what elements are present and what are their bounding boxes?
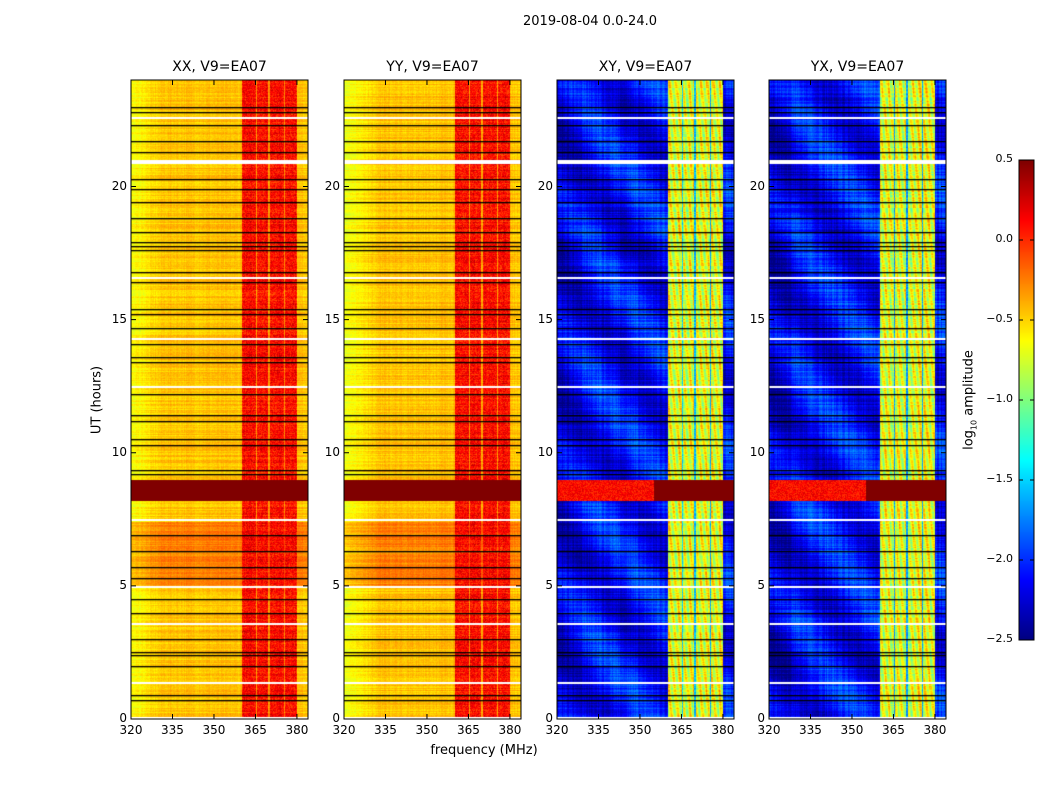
colorbar-tick-label: −2.0 <box>986 552 1013 565</box>
axes-frame <box>343 79 522 720</box>
colorbar-tick-label: −1.5 <box>986 472 1013 485</box>
x-tick-label: 365 <box>670 723 693 737</box>
heatmap-yy <box>344 80 521 719</box>
colorbar-tick-label: −1.0 <box>986 392 1013 405</box>
x-tick-label: 320 <box>757 723 781 737</box>
colorbar-tick-label: 0.0 <box>995 232 1014 245</box>
y-tick-label: 5 <box>119 577 127 592</box>
suptitle: 2019-08-04 0.0-24.0 <box>523 14 657 29</box>
x-tick-label: 320 <box>332 723 356 737</box>
y-tick-label: 20 <box>324 178 340 193</box>
x-tick-label: 350 <box>840 723 864 737</box>
panel-title: XX, V9=EA07 <box>172 59 267 75</box>
y-tick-label: 10 <box>537 444 553 459</box>
x-tick-label: 350 <box>415 723 439 737</box>
x-tick-label: 320 <box>119 723 143 737</box>
y-tick-label: 15 <box>749 311 765 326</box>
y-tick-label: 15 <box>111 311 127 326</box>
x-tick-label: 320 <box>545 723 569 737</box>
x-tick-label: 380 <box>285 723 309 737</box>
x-tick-label: 350 <box>202 723 226 737</box>
y-tick-label: 5 <box>332 577 340 592</box>
x-tick-label: 380 <box>711 723 735 737</box>
y-tick-label: 10 <box>111 444 127 459</box>
x-tick-label: 335 <box>587 723 610 737</box>
colorbar-tick-label: 0.5 <box>995 152 1014 165</box>
colorbar-label: log10 amplitude <box>961 350 979 450</box>
x-tick-label: 365 <box>457 723 480 737</box>
y-tick-label: 5 <box>545 577 553 592</box>
panel-title: XY, V9=EA07 <box>598 59 693 75</box>
y-tick-label: 20 <box>111 178 127 193</box>
panel-title: YY, V9=EA07 <box>386 59 479 75</box>
y-tick-label: 0 <box>757 711 765 725</box>
x-tick-label: 380 <box>923 723 947 737</box>
x-tick-label: 365 <box>882 723 905 737</box>
y-tick-label: 15 <box>324 311 340 326</box>
colorbar-tick-label: −2.5 <box>986 632 1013 645</box>
axes-frame <box>130 79 309 720</box>
heatmap-xy <box>557 80 734 719</box>
x-axis-label: frequency (MHz) <box>430 743 538 758</box>
colorbar <box>1019 160 1034 640</box>
y-tick-label: 20 <box>537 178 553 193</box>
y-tick-label: 15 <box>537 311 553 326</box>
panel-title: YX, V9=EA07 <box>810 59 905 75</box>
x-tick-label: 350 <box>628 723 652 737</box>
x-tick-label: 335 <box>161 723 184 737</box>
axes-frame <box>768 79 947 720</box>
y-tick-label: 10 <box>324 444 340 459</box>
x-tick-label: 380 <box>498 723 522 737</box>
axes-frame <box>556 79 735 720</box>
y-tick-label: 0 <box>119 711 127 725</box>
y-tick-label: 0 <box>545 711 553 725</box>
heatmap-yx <box>769 80 946 719</box>
y-tick-label: 20 <box>749 178 765 193</box>
y-axis-label: UT (hours) <box>89 365 105 435</box>
y-tick-label: 5 <box>757 577 765 592</box>
colorbar-frame <box>1018 159 1035 641</box>
y-tick-label: 10 <box>749 444 765 459</box>
x-tick-label: 365 <box>244 723 267 737</box>
x-tick-label: 335 <box>799 723 822 737</box>
y-tick-label: 0 <box>332 711 340 725</box>
heatmap-xx <box>131 80 308 719</box>
x-tick-label: 335 <box>374 723 397 737</box>
colorbar-tick-label: −0.5 <box>986 312 1013 325</box>
